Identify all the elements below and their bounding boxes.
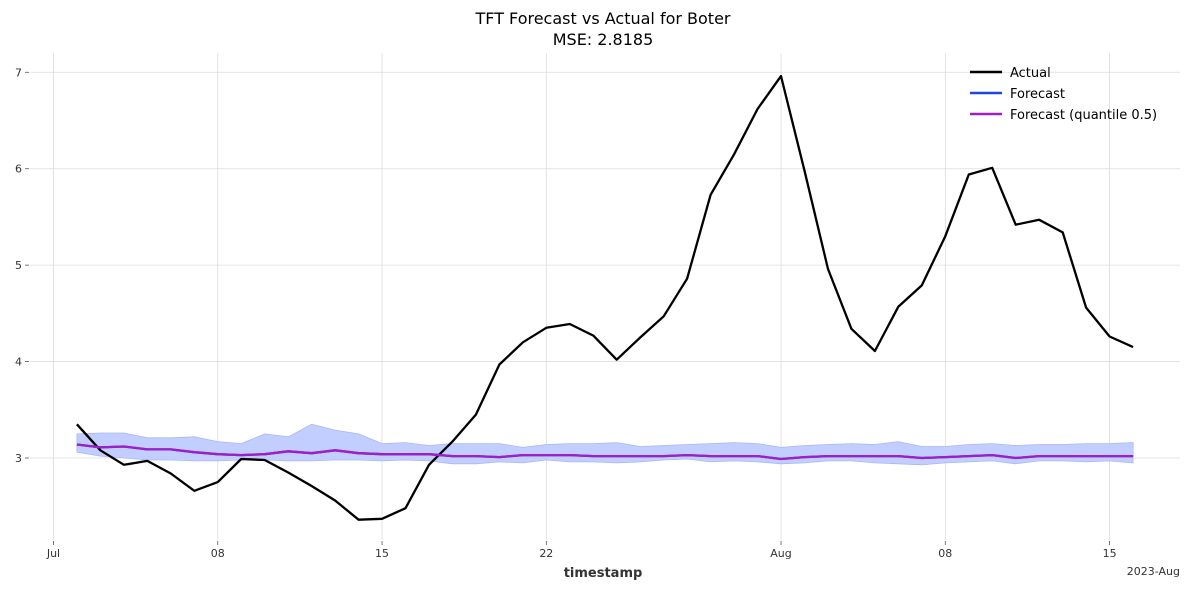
x-ticks: Jul 08 15 22 Aug 08 15 <box>46 541 1117 560</box>
series-lines <box>76 74 1134 521</box>
forecast-interval-band <box>76 423 1134 466</box>
x-tick-label: 08 <box>938 547 952 560</box>
y-tick-label: 6 <box>15 163 22 176</box>
series-line-forecast-quantile-0-5 <box>76 443 1134 461</box>
y-tick-label: 4 <box>15 356 22 369</box>
x-tick-label: 22 <box>539 547 553 560</box>
legend-label: Actual <box>1010 66 1051 81</box>
x-tick-label: 08 <box>211 547 225 560</box>
x-tick-label: 15 <box>1103 547 1117 560</box>
x-tick-label: Jul <box>46 547 60 560</box>
chart-title: TFT Forecast vs Actual for Boter <box>475 9 731 28</box>
y-tick-label: 7 <box>15 66 22 79</box>
x-axis-label: timestamp <box>564 566 643 581</box>
y-tick-label: 5 <box>15 259 22 272</box>
y-tick-label: 3 <box>15 452 22 465</box>
series-line-actual <box>76 74 1134 521</box>
y-ticks: 3 4 5 6 7 <box>15 66 29 465</box>
x-tick-label: Aug <box>770 547 791 560</box>
legend-label: Forecast <box>1010 87 1065 102</box>
x-offset-label: 2023-Aug <box>1127 565 1180 578</box>
legend: Actual Forecast Forecast (quantile 0.5) <box>970 66 1157 123</box>
legend-label: Forecast (quantile 0.5) <box>1010 108 1157 123</box>
x-tick-label: 15 <box>375 547 389 560</box>
forecast-band <box>76 423 1134 466</box>
chart-subtitle: MSE: 2.8185 <box>553 30 654 49</box>
grid <box>30 53 1180 540</box>
